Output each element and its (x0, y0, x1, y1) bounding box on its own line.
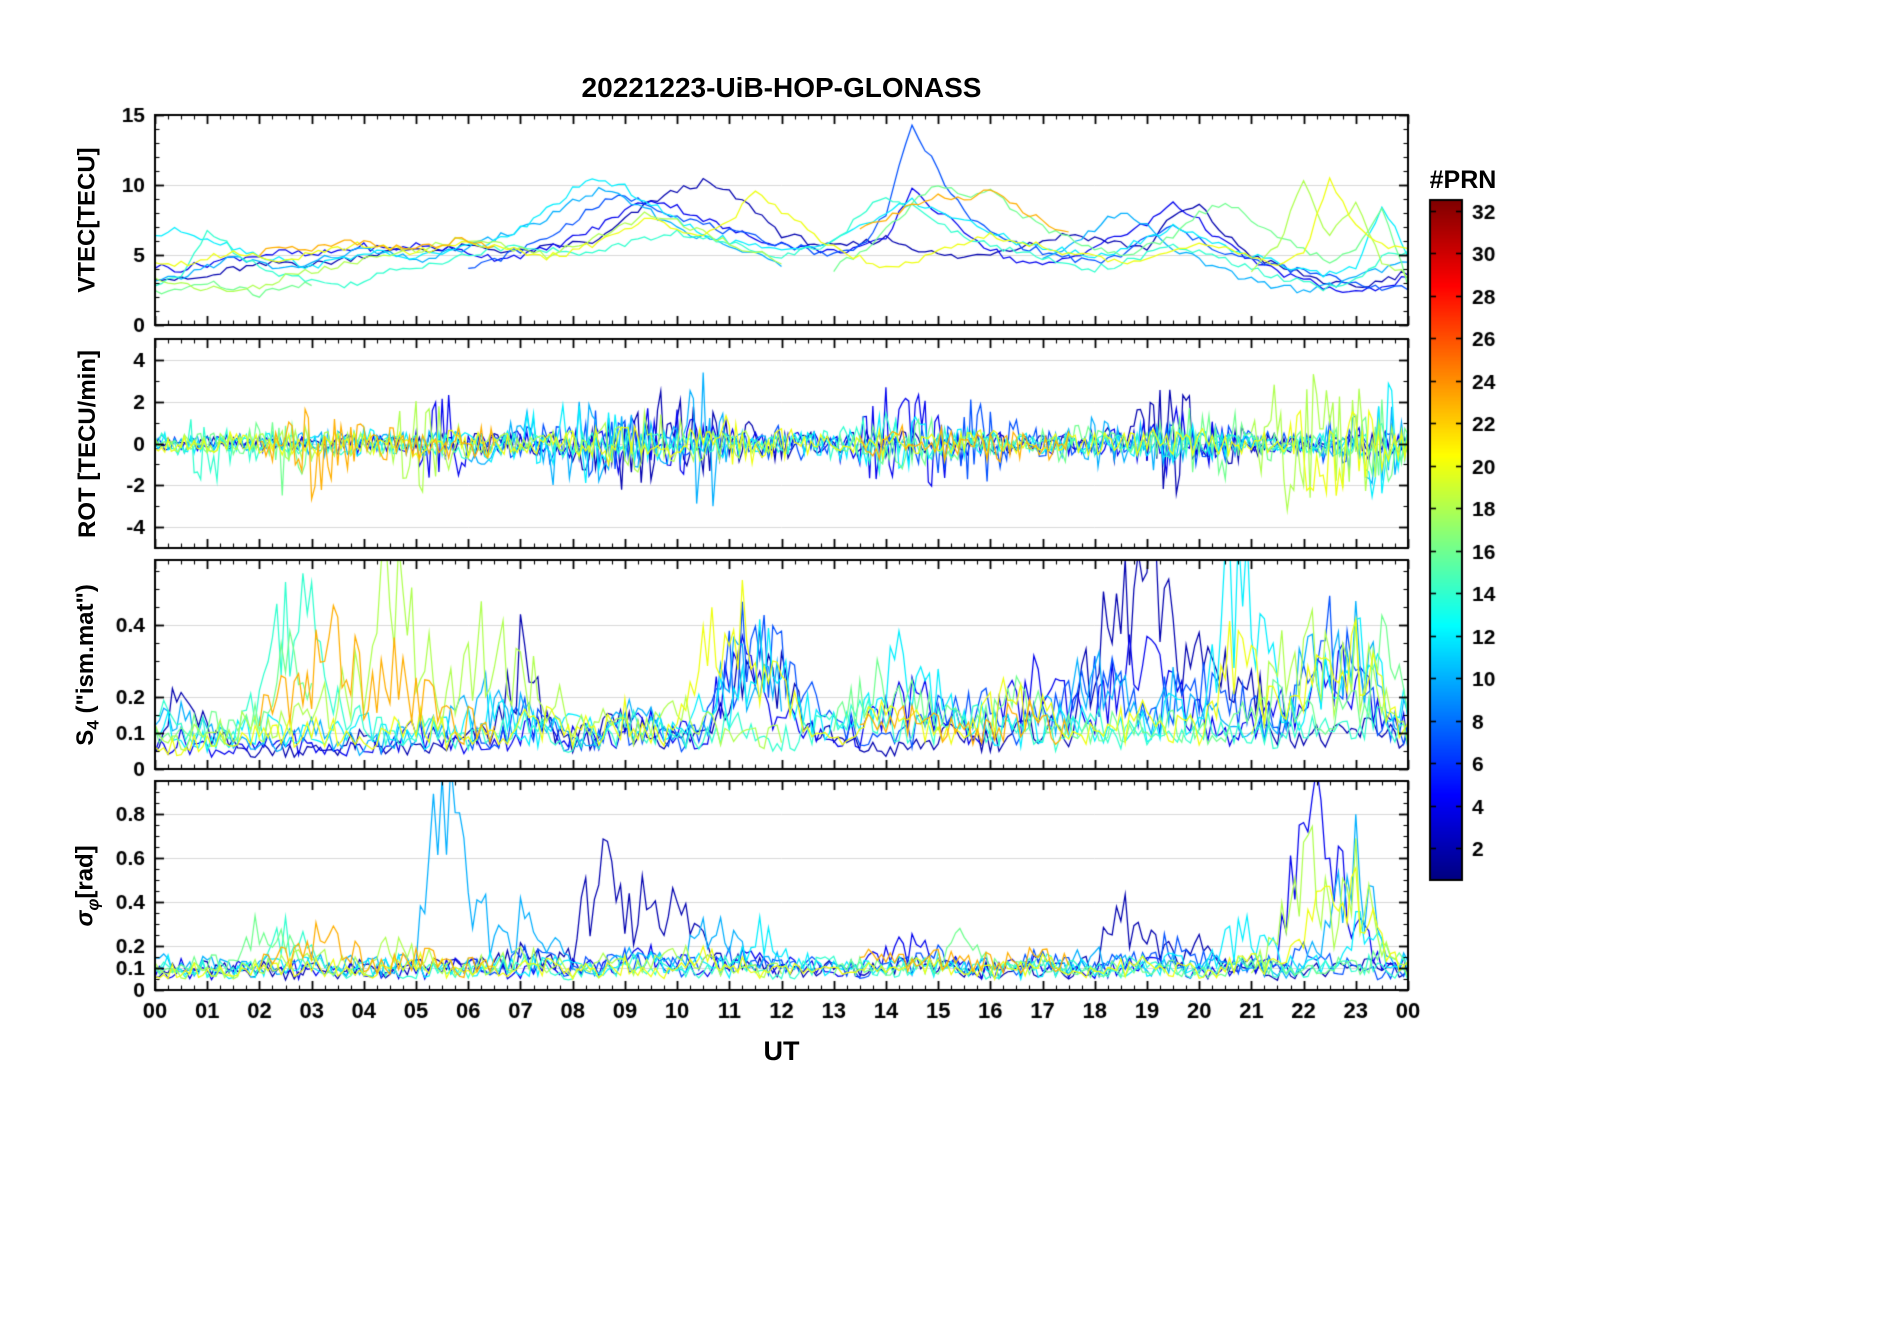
x-axis-label: UT (763, 1036, 800, 1066)
chart-title: 20221223-UiB-HOP-GLONASS (581, 72, 982, 103)
s4-symbol: S (72, 729, 100, 746)
y-axis-label-sigma-phi: σφ[rad] (72, 845, 104, 926)
sigma-units: [rad] (72, 844, 100, 899)
y-axis-label-rot: ROT [TECU/min] (74, 349, 102, 538)
y-axis-sigma-phi: σφ[rad] (60, 781, 116, 990)
s4-units: ("ism.mat") (72, 583, 100, 720)
y-axis-s4: S4 ("ism.mat") (60, 560, 116, 769)
s4-subscript: 4 (83, 719, 103, 730)
sigma-symbol: σ (72, 910, 100, 927)
y-axis-label-vtec: VTEC[TECU] (74, 147, 102, 293)
y-axis-label-s4: S4 ("ism.mat") (72, 584, 104, 746)
colorbar-label: #PRN (1429, 166, 1497, 194)
sigma-subscript: φ (83, 898, 103, 911)
y-axis-vtec: VTEC[TECU] (60, 115, 116, 325)
y-axis-rot: ROT [TECU/min] (60, 339, 116, 548)
